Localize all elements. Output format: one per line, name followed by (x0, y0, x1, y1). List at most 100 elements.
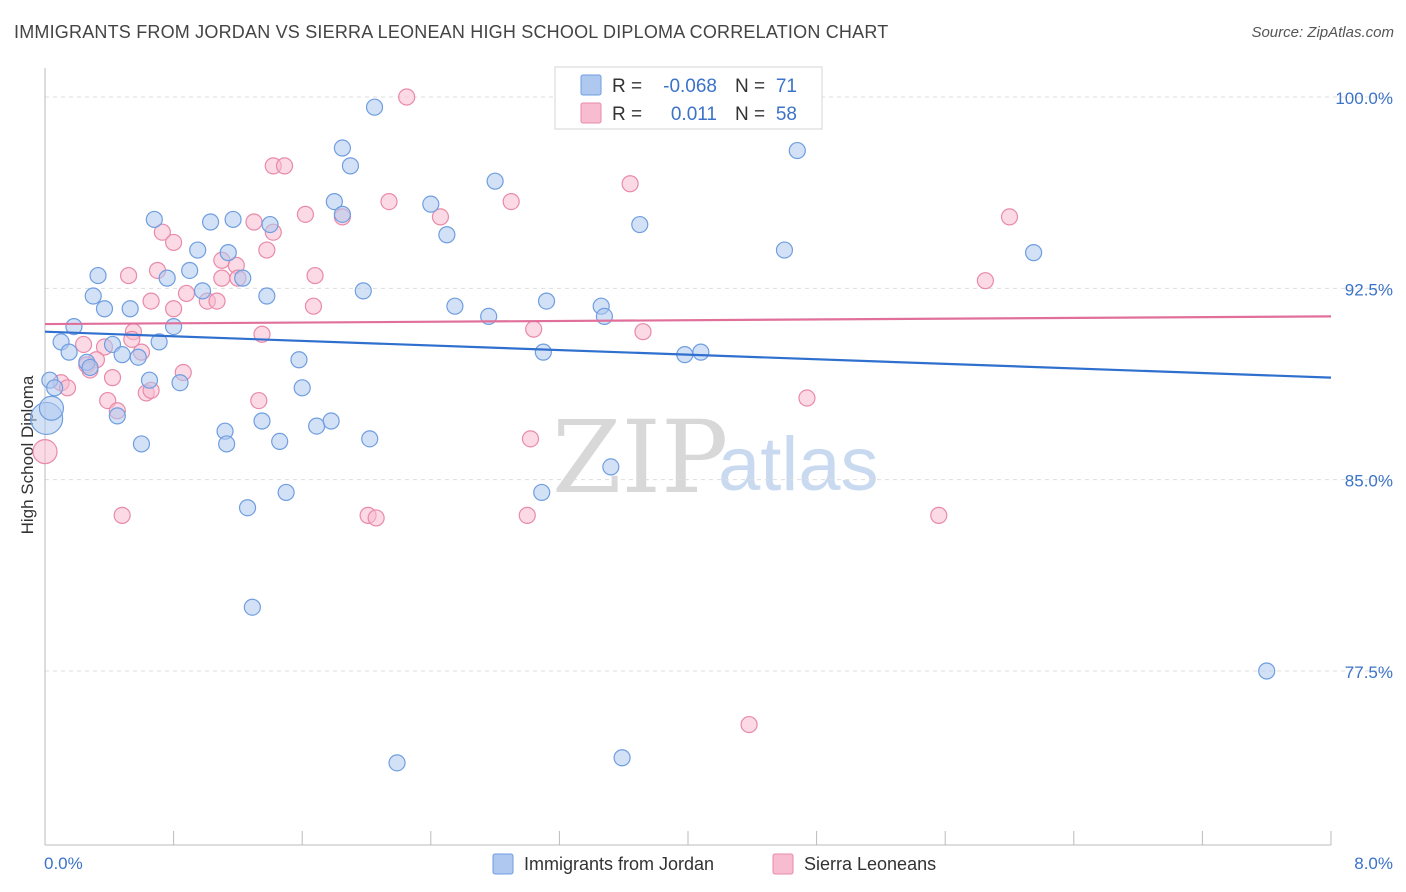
legend-r-label-pink: R = (612, 104, 642, 125)
jordan-point (113, 346, 131, 364)
jordan-point (325, 192, 343, 211)
sierra-leonean-point (521, 430, 540, 448)
legend-n-label-blue: N = (735, 76, 765, 97)
jordan-point (388, 754, 406, 772)
sierra-leonean-point (798, 389, 816, 407)
jordan-point (365, 98, 384, 116)
sierra-leonean-point (208, 292, 226, 310)
jordan-point (533, 483, 551, 502)
sierra-leonean-point (740, 715, 758, 734)
jordan-point (150, 333, 168, 351)
jordan-point (1025, 244, 1043, 262)
jordan-point (38, 395, 65, 421)
sierra-leonean-point (250, 391, 268, 410)
legend-r-label-blue: R = (612, 76, 642, 97)
jordan-point (271, 432, 289, 450)
jordan-point (422, 195, 440, 213)
trend-lines (44, 315, 1332, 379)
correlation-legend: R = -0.068 N = 71 R = 0.011 N = 58 (554, 66, 823, 130)
jordan-point (129, 348, 147, 366)
bottom-legend-swatch-blue (492, 853, 514, 875)
jordan-point (193, 282, 212, 300)
jordan-point (81, 358, 99, 377)
jordan-point (234, 269, 252, 287)
jordan-point (1258, 662, 1276, 680)
jordan-point (60, 343, 78, 361)
chart-title: IMMIGRANTS FROM JORDAN VS SIERRA LEONEAN… (14, 22, 889, 42)
sierra-leonean-point (113, 506, 131, 524)
x-tick-label-max: 8.0% (1354, 854, 1393, 873)
jordan-point (140, 371, 159, 389)
legend-r-value-blue: -0.068 (663, 76, 717, 97)
source-label: Source: ZipAtlas.com (1251, 24, 1394, 41)
sierra-leonean-point (525, 320, 543, 338)
sierra-leonean-point (304, 297, 323, 315)
sierra-leonean-point (621, 175, 639, 193)
y-tick-label: 77.5% (1345, 663, 1393, 682)
bottom-legend-label-pink: Sierra Leoneans (804, 854, 936, 874)
jordan-point (534, 343, 552, 361)
jordan-point (158, 269, 176, 287)
jordan-point (258, 287, 276, 305)
watermark-atlas: atlas (718, 422, 879, 507)
bottom-legend-label-blue: Immigrants from Jordan (524, 854, 714, 874)
sierra-leonean-point (103, 369, 122, 387)
jordan-point (775, 241, 794, 259)
sierra-leonean-point (142, 292, 160, 310)
sierra-leonean-point (634, 323, 652, 341)
trend-line-sierra-leoneans (44, 315, 1332, 326)
legend-swatch-pink (580, 102, 602, 124)
sierra-leonean-point (306, 266, 324, 285)
jordan-point (354, 282, 372, 300)
sierra-leonean-point (976, 272, 994, 290)
sierra-leonean-point (165, 233, 183, 252)
jordan-point (333, 205, 351, 223)
jordan-point (788, 141, 806, 160)
jordan-point (537, 292, 556, 310)
sierra-leonean-point (177, 284, 196, 303)
sierra-leonean-point (398, 88, 416, 106)
jordan-point (261, 215, 279, 234)
jordan-point (631, 215, 649, 234)
jordan-point (145, 210, 163, 229)
y-tick-label: 85.0% (1345, 472, 1393, 491)
jordan-point (189, 241, 207, 259)
jordan-point (602, 458, 620, 476)
jordan-point (290, 351, 308, 369)
jordan-point (243, 598, 261, 616)
watermark-zip: ZIP (552, 399, 728, 516)
sierra-leonean-point (245, 213, 263, 231)
legend-n-value-pink: 58 (776, 104, 797, 125)
bottom-legend-swatch-pink (772, 853, 794, 875)
jordan-point (322, 412, 340, 430)
jordan-point (253, 412, 271, 430)
x-ticks (44, 831, 1332, 845)
jordan-point (341, 157, 360, 175)
jordan-point (171, 374, 189, 392)
jordan-point (293, 379, 311, 397)
jordan-point (446, 297, 464, 315)
jordan-point (219, 244, 237, 262)
jordan-point (132, 435, 151, 453)
y-tick-label: 100.0% (1335, 89, 1393, 108)
sierra-leonean-point (1000, 208, 1019, 226)
sierra-leonean-point (502, 192, 520, 211)
sierra-leonean-point (275, 157, 294, 175)
jordan-point (201, 213, 220, 231)
sierra-leonean-point (165, 300, 183, 318)
jordan-point (218, 435, 236, 453)
sierra-leonean-point (431, 208, 450, 226)
gridlines (45, 96, 1392, 672)
legend-n-label-pink: N = (735, 104, 765, 125)
jordan-point (438, 226, 456, 244)
legend-n-value-blue: 71 (776, 76, 797, 97)
jordan-point (84, 287, 102, 305)
jordan-point (181, 261, 199, 280)
jordan-point (238, 499, 257, 517)
legend-swatch-blue (580, 74, 602, 96)
x-tick-label-min: 0.0% (44, 854, 83, 873)
y-tick-label: 92.5% (1345, 280, 1393, 299)
jordan-point (46, 379, 64, 397)
sierra-leonean-point (74, 335, 93, 354)
